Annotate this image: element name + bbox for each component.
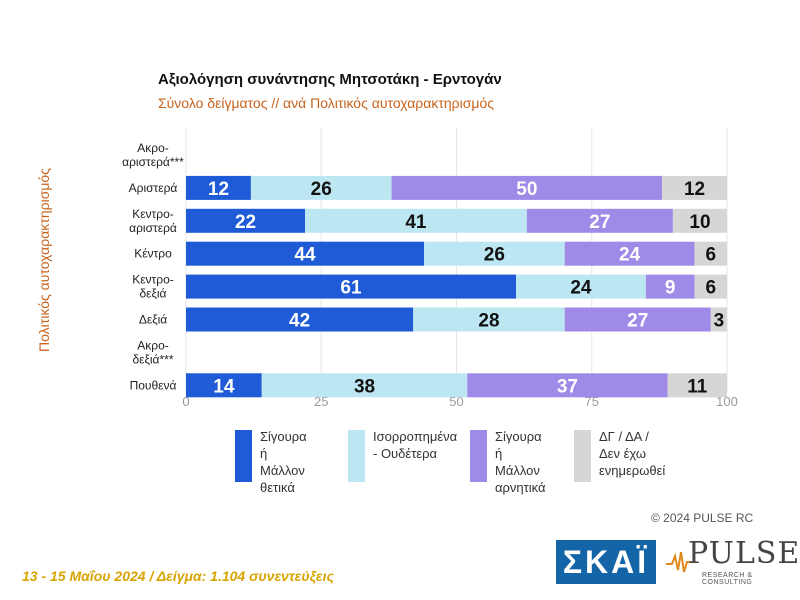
category-label-line: Αριστερά [129, 181, 178, 195]
data-label: 28 [478, 311, 499, 332]
x-tick-label: 100 [716, 394, 738, 409]
data-label: 3 [714, 311, 725, 332]
data-label: 10 [689, 212, 710, 233]
bar-segment [694, 241, 727, 266]
category-label: Κέντρο [134, 247, 172, 261]
data-label: 38 [354, 376, 375, 397]
bar-segment [186, 208, 306, 233]
data-label: 24 [619, 245, 641, 266]
category-label-line: δεξιά [139, 287, 166, 301]
bar-segment [391, 175, 663, 200]
copyright: © 2024 PULSE RC [651, 511, 754, 525]
category-label-line: Ακρο- [137, 141, 169, 155]
x-tick-label: 25 [314, 394, 328, 409]
data-label: 24 [570, 278, 592, 299]
legend-swatch [235, 430, 252, 482]
legend-swatch [470, 430, 487, 482]
legend: Σίγουρα ή Μάλλον θετικά Ισορροπημένα - Ουδέτ… [235, 428, 755, 495]
pulse-logo-word: PULSE [688, 536, 800, 571]
bar-segment [186, 241, 425, 266]
category-label-line: Κεντρο- [132, 207, 174, 221]
pulse-logo-subtitle: RESEARCH & CONSULTING [702, 572, 753, 586]
bar-segment [564, 241, 695, 266]
data-label: 42 [289, 311, 310, 332]
x-tick-label: 50 [449, 394, 463, 409]
category-label: Κεντρο-δεξιά [132, 273, 174, 301]
legend-label: Σίγουρα ή Μάλλον θετικά [260, 429, 307, 495]
data-label: 44 [294, 245, 316, 266]
legend-label: Ισορροπημένα - Ουδέτερα [373, 429, 458, 461]
category-label: Δεξιά [139, 313, 167, 327]
bar-segment [694, 274, 727, 299]
category-label-line: αριστερά*** [122, 155, 184, 169]
data-label: 61 [340, 278, 362, 299]
bar-segment [261, 373, 468, 398]
data-label: 26 [311, 179, 332, 200]
data-label: 50 [516, 179, 537, 200]
pulse-wave-icon [666, 551, 696, 573]
chart-subtitle: Σύνολο δείγματος // ανά Πολιτικός αυτοχα… [158, 95, 494, 111]
data-label: 14 [213, 376, 235, 397]
category-label-line: Δεξιά [139, 313, 167, 327]
bar-segment [516, 274, 646, 299]
category-label: Κεντρο-αριστερά [129, 207, 177, 235]
stacked-bar-chart: 0 25 50 75 100 Ακρο-αριστερά*** Αριστερά Κεντρο… [122, 128, 738, 409]
data-label: 41 [405, 212, 427, 233]
data-label: 26 [484, 245, 505, 266]
category-label-line: αριστερά [129, 221, 177, 235]
bar-segment [186, 175, 251, 200]
bar-segment [526, 208, 673, 233]
bar-segment [564, 307, 711, 332]
bar-segment [250, 175, 392, 200]
bar-segment [672, 208, 727, 233]
bar-segment [305, 208, 527, 233]
skai-logo: ΣΚΑΪ [556, 540, 656, 584]
bar-segment [186, 373, 262, 398]
data-label: 12 [684, 179, 705, 200]
bar-segment [186, 274, 517, 299]
data-label: 22 [235, 212, 256, 233]
chart-title: Αξιολόγηση συνάντησης Μητσοτάκη - Ερντογ… [158, 71, 502, 88]
category-label-line: Κεντρο- [132, 273, 174, 287]
category-label: Πουθενά [130, 378, 177, 392]
category-label: Ακρο-αριστερά*** [122, 141, 184, 169]
category-label: Ακρο-δεξιά*** [132, 338, 173, 366]
bar-segment [645, 274, 695, 299]
legend-swatch [574, 430, 591, 482]
survey-footer: 13 - 15 Μαΐου 2024 / Δείγμα: 1.104 συνεν… [22, 568, 334, 584]
data-label: 37 [557, 376, 578, 397]
pulse-logo: PULSE RESEARCH & CONSULTING [666, 536, 799, 588]
bar-segment [662, 175, 727, 200]
bar-segment [467, 373, 668, 398]
legend-label: ΔΓ / ΔΑ / Δεν έχω ενημερωθεί [599, 429, 666, 478]
data-label: 9 [665, 278, 676, 299]
bar-segment [413, 307, 565, 332]
bar-segment [424, 241, 565, 266]
data-label: 6 [705, 278, 716, 299]
bar-segment [667, 373, 727, 398]
category-label-line: Πουθενά [130, 378, 177, 392]
legend-swatch [348, 430, 365, 482]
bar-segment [710, 307, 727, 332]
category-label: Αριστερά [129, 181, 178, 195]
bar-segment [186, 307, 414, 332]
x-tick-label: 75 [585, 394, 599, 409]
legend-label: Σίγουρα ή Μάλλον αρνητικά [495, 429, 546, 495]
category-label-line: Ακρο- [137, 338, 169, 352]
data-label: 27 [589, 212, 610, 233]
data-label: 6 [705, 245, 716, 266]
category-label-line: Κέντρο [134, 247, 172, 261]
category-label-line: δεξιά*** [132, 352, 173, 366]
data-label: 12 [208, 179, 229, 200]
data-label: 11 [687, 376, 708, 397]
x-tick-label: 0 [182, 394, 189, 409]
data-label: 27 [627, 311, 648, 332]
